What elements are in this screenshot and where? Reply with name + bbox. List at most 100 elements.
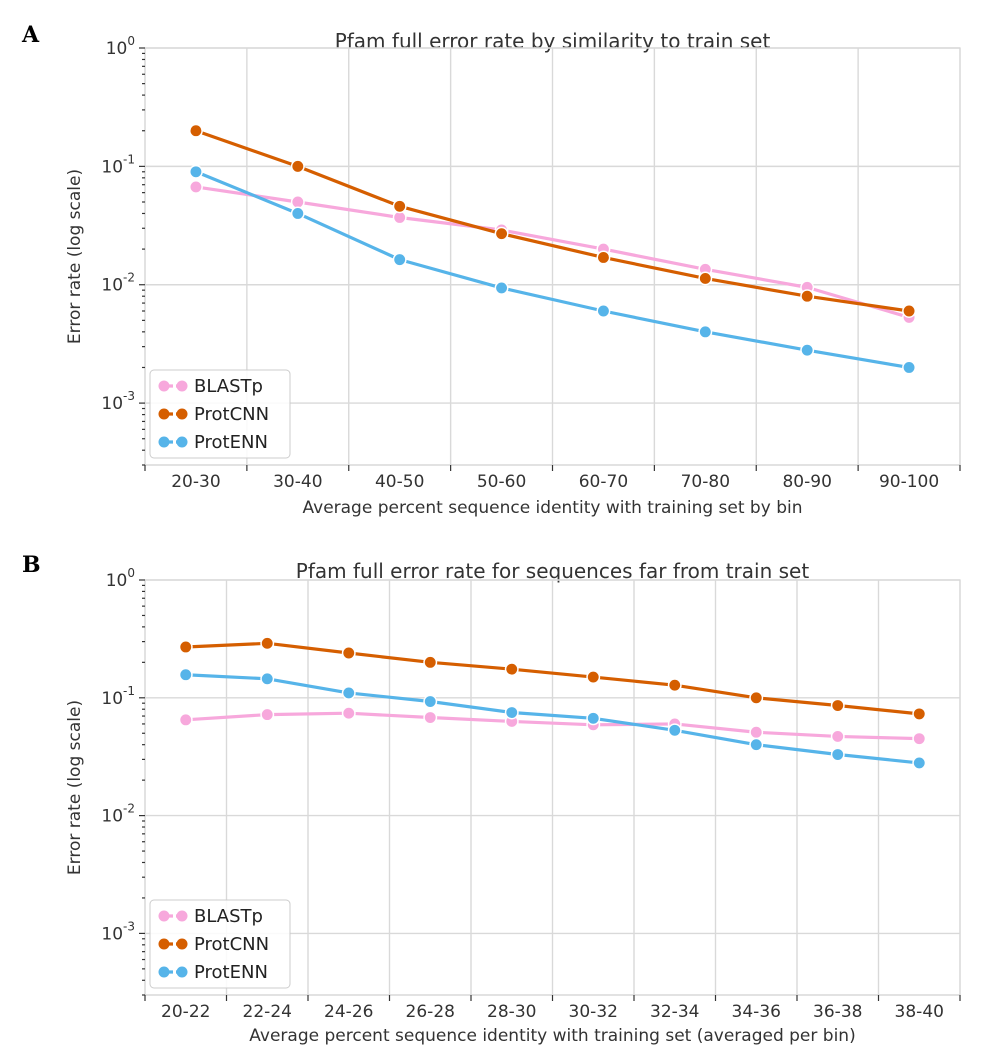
data-point-blastp bbox=[260, 707, 275, 722]
legend-label-blastp: BLASTp bbox=[194, 906, 263, 927]
data-point-blastp bbox=[341, 706, 356, 721]
chart-title: Pfam full error rate for sequences far f… bbox=[296, 559, 810, 583]
x-tick-label: 24-26 bbox=[324, 1002, 373, 1022]
data-point-protenn bbox=[912, 755, 927, 770]
data-point-protcnn bbox=[341, 646, 356, 660]
legend-marker-protenn bbox=[176, 436, 188, 448]
data-point-protcnn bbox=[749, 690, 764, 705]
legend-label-blastp: BLASTp bbox=[194, 376, 263, 397]
data-point-protenn bbox=[290, 206, 305, 221]
legend-marker-protcnn bbox=[158, 408, 170, 420]
data-point-protenn bbox=[698, 324, 713, 339]
data-point-blastp bbox=[178, 712, 193, 727]
x-tick-label: 38-40 bbox=[895, 1002, 944, 1022]
x-tick-label: 34-36 bbox=[732, 1002, 781, 1022]
legend-label-protcnn: ProtCNN bbox=[194, 934, 269, 955]
legend-marker-protcnn bbox=[158, 938, 170, 950]
x-tick-label: 70-80 bbox=[681, 472, 730, 492]
y-tick-base: 10 bbox=[101, 689, 123, 709]
x-tick-label: 30-32 bbox=[569, 1002, 618, 1022]
legend-marker-blastp bbox=[176, 910, 188, 922]
data-point-protenn bbox=[800, 343, 815, 358]
data-point-protcnn bbox=[596, 250, 611, 265]
legend-marker-protenn bbox=[158, 436, 170, 448]
x-tick-label: 36-38 bbox=[813, 1002, 862, 1022]
y-tick-base: 10 bbox=[101, 157, 123, 177]
y-tick-exponent: 0 bbox=[127, 566, 135, 580]
data-point-protenn bbox=[830, 747, 845, 762]
legend-box bbox=[149, 369, 291, 459]
x-tick-label: 40-50 bbox=[375, 472, 424, 492]
series-line-blastp bbox=[195, 185, 910, 319]
x-tick-label: 32-34 bbox=[650, 1002, 699, 1022]
x-tick-label: 30-40 bbox=[273, 472, 322, 492]
x-axis-label: Average percent sequence identity with t… bbox=[249, 1026, 855, 1046]
y-tick-base: 10 bbox=[106, 39, 128, 59]
y-tick-label: 10-1 bbox=[101, 684, 135, 709]
y-tick-label: 100 bbox=[106, 34, 135, 59]
data-point-blastp bbox=[749, 725, 764, 740]
x-axis-label: Average percent sequence identity with t… bbox=[303, 498, 803, 518]
data-point-blastp bbox=[290, 195, 305, 209]
y-tick-label: 10-2 bbox=[101, 271, 135, 296]
x-tick-label: 60-70 bbox=[579, 472, 628, 492]
data-point-blastp bbox=[188, 180, 203, 194]
data-point-blastp bbox=[830, 729, 845, 744]
data-point-protenn bbox=[902, 360, 917, 375]
data-point-blastp bbox=[423, 710, 438, 725]
legend-marker-protcnn bbox=[176, 408, 188, 420]
legend-marker-protenn bbox=[176, 966, 188, 978]
y-tick-exponent: -3 bbox=[123, 389, 135, 403]
data-point-protenn bbox=[667, 723, 682, 738]
series-line-blastp bbox=[185, 711, 920, 741]
data-point-protenn bbox=[392, 252, 407, 267]
y-tick-exponent: -1 bbox=[123, 684, 135, 698]
data-point-protcnn bbox=[698, 271, 713, 286]
data-point-protcnn bbox=[912, 706, 927, 721]
data-point-protenn bbox=[749, 737, 764, 752]
y-tick-base: 10 bbox=[101, 276, 123, 296]
data-point-protcnn bbox=[667, 678, 682, 693]
y-tick-base: 10 bbox=[101, 924, 123, 944]
data-point-protenn bbox=[586, 711, 601, 726]
data-point-protcnn bbox=[586, 670, 601, 685]
x-tick-label: 22-24 bbox=[243, 1002, 292, 1022]
legend-marker-blastp bbox=[158, 380, 170, 392]
y-tick-label: 100 bbox=[106, 566, 135, 591]
legend: BLASTp ProtCNN ProtENN bbox=[149, 369, 291, 459]
y-tick-label: 10-3 bbox=[101, 389, 135, 414]
series-line-protenn bbox=[195, 170, 910, 370]
x-tick-label: 80-90 bbox=[782, 472, 831, 492]
y-tick-label: 10-2 bbox=[101, 802, 135, 827]
data-point-blastp bbox=[912, 731, 927, 746]
data-point-protcnn bbox=[178, 640, 193, 654]
y-tick-exponent: -3 bbox=[123, 919, 135, 933]
data-point-protenn bbox=[494, 280, 509, 295]
data-point-protcnn bbox=[494, 226, 509, 241]
x-tick-label: 90-100 bbox=[879, 472, 939, 492]
data-point-protcnn bbox=[902, 304, 917, 318]
panel-letter: A bbox=[21, 22, 40, 48]
legend-box bbox=[149, 899, 291, 989]
data-point-protenn bbox=[341, 685, 356, 700]
data-point-protenn bbox=[188, 164, 203, 179]
data-point-protcnn bbox=[504, 662, 519, 677]
legend-marker-blastp bbox=[158, 910, 170, 922]
y-tick-exponent: -2 bbox=[123, 802, 135, 816]
y-tick-base: 10 bbox=[106, 571, 128, 591]
y-axis-label: Error rate (log scale) bbox=[65, 700, 85, 875]
legend-marker-protcnn bbox=[176, 938, 188, 950]
y-tick-exponent: -2 bbox=[123, 271, 135, 285]
data-point-protcnn bbox=[800, 289, 815, 304]
data-point-protenn bbox=[178, 667, 193, 682]
chart-panel-b: B Pfam full error rate for sequences far … bbox=[22, 552, 961, 1046]
data-point-protcnn bbox=[830, 698, 845, 713]
data-point-protenn bbox=[423, 694, 438, 709]
y-tick-base: 10 bbox=[101, 394, 123, 414]
chart-panel-a: A Pfam full error rate by similarity to t… bbox=[21, 22, 961, 518]
y-tick-exponent: 0 bbox=[127, 34, 135, 48]
data-point-protcnn bbox=[423, 655, 438, 670]
y-tick-exponent: -1 bbox=[123, 152, 135, 166]
legend-label-protenn: ProtENN bbox=[194, 432, 268, 453]
